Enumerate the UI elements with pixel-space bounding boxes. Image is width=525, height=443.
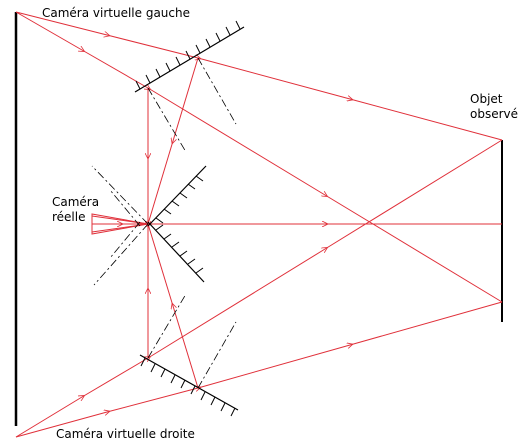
center-mirrors <box>91 165 207 286</box>
bottom-mirror <box>139 293 239 417</box>
label: Caméra <box>52 195 99 209</box>
label: Objet <box>470 92 503 106</box>
real-camera <box>91 213 149 235</box>
top-mirror <box>134 20 245 153</box>
label: Caméra virtuelle droite <box>56 427 195 441</box>
rays <box>15 11 503 438</box>
label: observé <box>470 107 518 121</box>
label: réelle <box>52 210 86 224</box>
label: Caméra virtuelle gauche <box>42 6 190 20</box>
